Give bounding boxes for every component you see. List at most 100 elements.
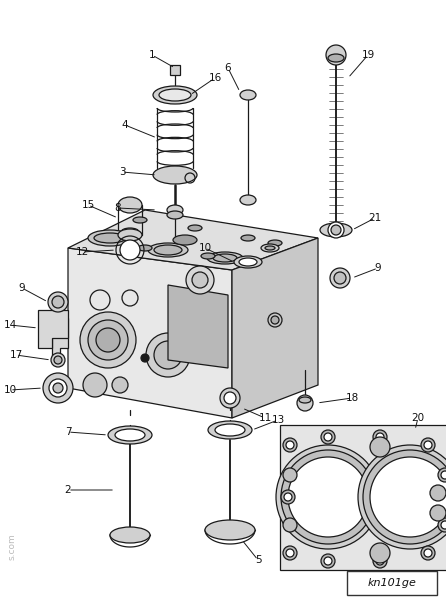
Text: 16: 16 (208, 73, 222, 83)
Text: 14: 14 (4, 320, 17, 330)
Circle shape (283, 518, 297, 532)
Circle shape (363, 450, 446, 544)
Circle shape (80, 312, 136, 368)
Text: 6: 6 (225, 63, 231, 73)
Circle shape (373, 554, 387, 568)
Circle shape (276, 445, 380, 549)
Circle shape (186, 266, 214, 294)
Circle shape (83, 373, 107, 397)
Bar (170, 65, 180, 75)
Ellipse shape (201, 253, 215, 259)
Ellipse shape (213, 254, 237, 262)
Circle shape (430, 505, 446, 521)
Polygon shape (168, 285, 228, 368)
Text: 8: 8 (115, 203, 121, 213)
Ellipse shape (173, 235, 197, 245)
Ellipse shape (94, 233, 126, 243)
Circle shape (88, 320, 128, 360)
Text: 11: 11 (258, 413, 272, 423)
Ellipse shape (320, 223, 352, 237)
Ellipse shape (239, 258, 257, 266)
Circle shape (373, 430, 387, 444)
Text: 9: 9 (375, 263, 381, 273)
Circle shape (324, 433, 332, 441)
Text: 7: 7 (65, 427, 71, 437)
Circle shape (358, 445, 446, 549)
Circle shape (438, 518, 446, 532)
Ellipse shape (133, 217, 147, 223)
Ellipse shape (154, 245, 182, 255)
Text: kn101ge: kn101ge (368, 578, 417, 588)
Circle shape (90, 290, 110, 310)
Text: 21: 21 (368, 213, 382, 223)
Ellipse shape (118, 229, 142, 241)
Ellipse shape (265, 246, 275, 250)
Circle shape (297, 395, 313, 411)
Circle shape (326, 45, 346, 65)
Circle shape (54, 356, 62, 364)
Circle shape (286, 549, 294, 557)
Ellipse shape (167, 211, 183, 219)
Circle shape (268, 313, 282, 327)
Ellipse shape (328, 54, 344, 62)
Circle shape (281, 490, 295, 504)
Circle shape (370, 543, 390, 563)
Circle shape (146, 333, 190, 377)
Ellipse shape (240, 90, 256, 100)
Polygon shape (232, 238, 318, 418)
Ellipse shape (188, 225, 202, 231)
Text: 2: 2 (65, 485, 71, 495)
Circle shape (370, 457, 446, 537)
Circle shape (421, 438, 435, 452)
Text: 19: 19 (361, 50, 375, 60)
Circle shape (224, 392, 236, 404)
Circle shape (122, 290, 138, 306)
Circle shape (49, 379, 67, 397)
Circle shape (330, 268, 350, 288)
Circle shape (331, 225, 341, 235)
Text: 10: 10 (198, 243, 211, 253)
Polygon shape (68, 248, 232, 418)
Circle shape (430, 485, 446, 501)
Circle shape (324, 557, 332, 565)
Ellipse shape (299, 397, 311, 403)
Circle shape (120, 240, 140, 260)
Circle shape (52, 296, 64, 308)
Circle shape (141, 354, 149, 362)
Text: 9: 9 (19, 283, 25, 293)
Circle shape (53, 383, 63, 393)
Circle shape (424, 549, 432, 557)
Text: 13: 13 (271, 415, 285, 425)
Circle shape (286, 441, 294, 449)
FancyBboxPatch shape (347, 571, 437, 595)
Ellipse shape (167, 205, 183, 215)
Circle shape (271, 316, 279, 324)
Circle shape (438, 468, 446, 482)
Ellipse shape (205, 520, 255, 540)
Ellipse shape (159, 89, 191, 101)
Ellipse shape (215, 424, 245, 436)
Ellipse shape (208, 421, 252, 439)
Circle shape (51, 353, 65, 367)
Polygon shape (68, 210, 318, 270)
Ellipse shape (108, 426, 152, 444)
Ellipse shape (153, 166, 197, 184)
Ellipse shape (115, 429, 145, 441)
Ellipse shape (241, 235, 255, 241)
Circle shape (376, 433, 384, 441)
Polygon shape (52, 318, 68, 358)
Ellipse shape (261, 244, 279, 252)
Ellipse shape (118, 197, 142, 213)
Circle shape (281, 450, 375, 544)
Ellipse shape (148, 243, 188, 257)
Circle shape (112, 377, 128, 393)
Circle shape (441, 521, 446, 529)
Text: 10: 10 (4, 385, 17, 395)
Circle shape (328, 222, 344, 238)
Circle shape (283, 546, 297, 560)
Text: 18: 18 (345, 393, 359, 403)
Text: s.com: s.com (8, 533, 17, 560)
Circle shape (283, 468, 297, 482)
Text: 17: 17 (9, 350, 23, 360)
Circle shape (192, 272, 208, 288)
